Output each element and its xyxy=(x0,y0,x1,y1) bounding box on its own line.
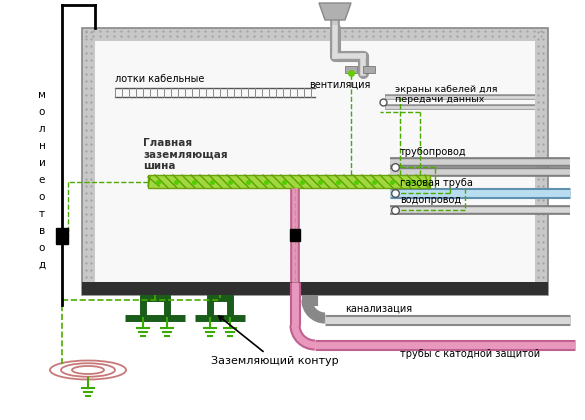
Text: вентиляция: вентиляция xyxy=(309,80,371,90)
Text: т: т xyxy=(39,209,45,219)
Polygon shape xyxy=(95,41,535,282)
Text: трубы с катодной защитой: трубы с катодной защитой xyxy=(400,349,540,359)
Text: в: в xyxy=(39,226,45,236)
Text: о: о xyxy=(39,192,45,202)
Text: газовая труба: газовая труба xyxy=(400,178,473,188)
Bar xyxy=(290,229,300,241)
Text: Главная
заземляющая
шина: Главная заземляющая шина xyxy=(143,138,228,171)
Text: л: л xyxy=(39,124,45,134)
Bar xyxy=(363,66,375,73)
Text: м: м xyxy=(38,90,46,100)
Polygon shape xyxy=(82,282,548,295)
Text: трубопровод: трубопровод xyxy=(400,147,467,157)
Text: экраны кабелей для
передачи данных: экраны кабелей для передачи данных xyxy=(395,85,497,105)
Text: водопровод: водопровод xyxy=(400,195,461,205)
Bar xyxy=(345,66,357,73)
Text: д: д xyxy=(39,260,46,270)
Text: Заземляющий контур: Заземляющий контур xyxy=(211,316,339,366)
Text: о: о xyxy=(39,107,45,117)
Polygon shape xyxy=(82,28,548,295)
Text: лотки кабельные: лотки кабельные xyxy=(115,74,204,84)
Text: и: и xyxy=(39,158,46,168)
Bar xyxy=(148,175,430,188)
Text: о: о xyxy=(39,243,45,253)
Polygon shape xyxy=(319,3,351,20)
Bar xyxy=(56,228,68,244)
Text: канализация: канализация xyxy=(345,304,412,314)
Text: е: е xyxy=(39,175,45,185)
Text: н: н xyxy=(39,141,46,151)
